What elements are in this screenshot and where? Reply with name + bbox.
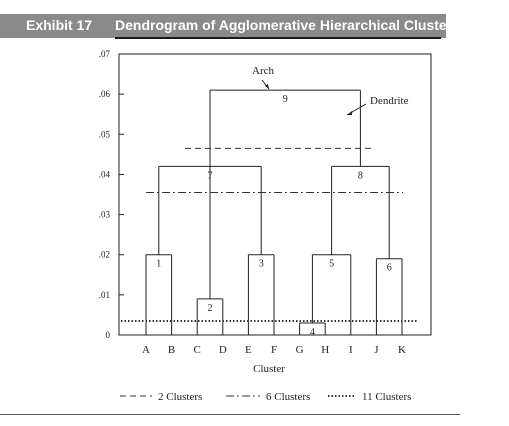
leaf-label: H <box>321 344 329 356</box>
leaf-label: D <box>219 344 227 356</box>
leaf-label: F <box>271 344 277 356</box>
dendrogram-links <box>146 90 402 335</box>
y-tick-label: .04 <box>99 169 111 179</box>
y-axis-ticks: .07 .06 .05 .04 .03 .02 .01 0 <box>99 49 124 340</box>
leaf-label: J <box>374 344 379 356</box>
merge-label: 5 <box>329 259 334 270</box>
leaf-label: C <box>194 344 201 356</box>
legend-label: 2 Clusters <box>158 391 202 403</box>
merge-label: 2 <box>208 303 213 314</box>
leaf-label: K <box>398 344 406 356</box>
leaf-label: I <box>349 344 353 356</box>
y-tick-label: .01 <box>99 290 110 300</box>
bottom-rule <box>0 414 460 415</box>
merge-label: 6 <box>387 263 392 274</box>
y-tick-label: .02 <box>99 250 110 260</box>
legend: 2 Clusters 6 Clusters 11 Clusters <box>120 391 411 403</box>
arch-annotation: Arch <box>252 65 274 77</box>
y-tick-label: .03 <box>99 210 111 220</box>
legend-label: 11 Clusters <box>362 391 411 403</box>
y-tick-label: .06 <box>99 89 111 99</box>
merge-label: 4 <box>310 327 315 338</box>
merge-label: 8 <box>358 170 363 181</box>
y-tick-label: 0 <box>106 330 111 340</box>
leaf-label: E <box>245 344 252 356</box>
x-axis-leaves: A B C D E F G H I J K <box>142 344 406 356</box>
y-tick-label: .05 <box>99 129 111 139</box>
x-axis-label: Cluster <box>253 363 285 375</box>
y-tick-label: .07 <box>99 49 111 59</box>
leaf-label: G <box>296 344 304 356</box>
cut-lines <box>121 148 418 321</box>
leaf-label: B <box>168 344 175 356</box>
dendrite-arrowhead <box>347 111 352 115</box>
merge-label: 7 <box>208 170 213 181</box>
legend-label: 6 Clusters <box>266 391 310 403</box>
merge-label: 9 <box>283 94 288 105</box>
merge-label: 1 <box>156 259 161 270</box>
leaf-label: A <box>142 344 150 356</box>
merge-label: 3 <box>259 259 264 270</box>
dendrite-annotation: Dendrite <box>370 95 409 107</box>
